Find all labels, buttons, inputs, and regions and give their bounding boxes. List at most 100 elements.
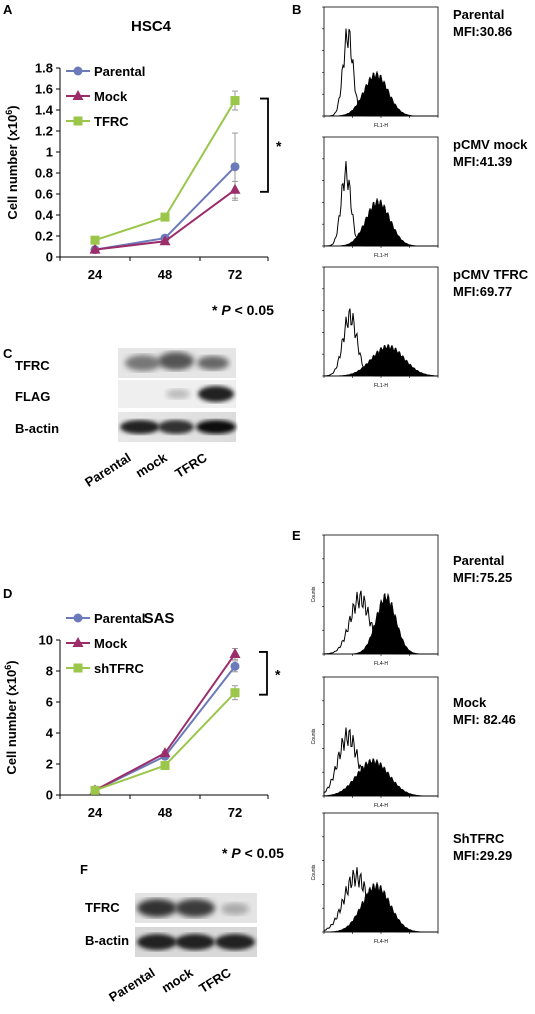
- histogram-y-label: Counts: [311, 586, 317, 602]
- data-point: [230, 688, 240, 698]
- data-point: [89, 243, 101, 254]
- blot-c-lane-label: mock: [133, 449, 170, 480]
- histogram-x-label: FL1-H: [374, 253, 388, 259]
- blot-band: [158, 420, 194, 434]
- y-tick-label: 8: [46, 664, 53, 679]
- y-tick-label: 1.6: [35, 82, 53, 97]
- data-point: [90, 235, 100, 245]
- blot-band: [120, 420, 160, 434]
- blot-c-row-label: B-actin: [15, 421, 60, 436]
- blot-band: [198, 386, 234, 402]
- data-point: [159, 747, 171, 758]
- panel-letter-a: A: [3, 2, 13, 17]
- flow-histogram: FL1-H: [322, 6, 439, 129]
- y-tick-label: 10: [39, 633, 53, 648]
- blot-f-lane-label: TFRC: [196, 965, 234, 996]
- flow-histograms-e: FL4-H Counts Parental MFI:75.25 FL4-H Counts…: [300, 530, 535, 970]
- flow-histogram: FL4-H Counts: [311, 676, 439, 809]
- legend-marker: [73, 116, 83, 126]
- histogram-y-label: Counts: [311, 864, 317, 880]
- legend-label: TFRC: [94, 114, 129, 129]
- legend-marker: [73, 66, 83, 76]
- legend-label: Parental: [94, 64, 145, 79]
- blot-band: [158, 352, 194, 370]
- data-point: [90, 785, 100, 795]
- y-tick-label: 0: [46, 788, 53, 803]
- legend-label: shTFRC: [94, 661, 144, 676]
- panel-letter-c: C: [3, 346, 13, 361]
- stained-histogram: [323, 757, 438, 797]
- significance-bracket: [259, 651, 268, 696]
- panel-letter-e: E: [292, 528, 301, 543]
- flow-histogram: FL4-H Counts: [311, 812, 439, 945]
- data-point: [160, 761, 170, 771]
- x-tick-label: 72: [228, 267, 242, 282]
- blot-f-lane-labels: Parental mock TFRC: [106, 965, 234, 1005]
- y-axis-title: Cell number (x106): [3, 660, 19, 774]
- p-value-note-d: * P < 0.05: [222, 845, 284, 861]
- histogram-x-label: FL4-H: [374, 803, 388, 809]
- x-tick-label: 72: [228, 805, 242, 820]
- legend-marker: [73, 613, 83, 623]
- data-point: [230, 162, 240, 172]
- stained-histogram: [324, 592, 438, 655]
- blot-band: [221, 903, 249, 915]
- data-point: [160, 212, 170, 222]
- mfi-label: Parental MFI:75.25: [453, 553, 513, 585]
- data-point: [159, 235, 171, 246]
- x-tick-label: 48: [158, 805, 172, 820]
- blot-c-row-label: FLAG: [15, 389, 51, 404]
- legend-marker: [73, 663, 83, 673]
- histogram-frame: [323, 812, 439, 933]
- significance-bracket: [260, 97, 269, 193]
- y-tick-label: 6: [46, 695, 53, 710]
- series-line-shtfrc: [94, 692, 236, 792]
- legend-marker: [72, 637, 84, 647]
- mfi-label: ShTFRC MFI:29.29: [453, 831, 513, 863]
- histogram-y-label: Counts: [311, 728, 317, 744]
- blot-band: [215, 934, 255, 950]
- blot-band: [175, 934, 215, 950]
- y-tick-label: 0.4: [35, 208, 54, 223]
- blot-f-lane-label: Parental: [106, 965, 157, 1005]
- data-point: [230, 661, 240, 671]
- data-point: [229, 183, 241, 194]
- y-tick-label: 0.6: [35, 187, 53, 202]
- panel-letter-d: D: [3, 586, 13, 601]
- y-tick-label: 0.2: [35, 229, 53, 244]
- y-tick-label: 2: [46, 757, 53, 772]
- legend-label: Parental: [94, 611, 145, 626]
- x-tick-label: 24: [88, 805, 103, 820]
- significance-star: *: [276, 138, 282, 154]
- hsc4-growth-chart: HSC4 0 0.2 0.4 0.6 0.8 1 1.2 1.4 1.6 1.8 24 48 72 Cell…: [4, 18, 282, 282]
- panel-letter-f: F: [80, 862, 88, 877]
- y-tick-label: 1.4: [35, 103, 54, 118]
- histogram-x-label: FL4-H: [374, 661, 388, 667]
- chart-title: SAS: [144, 610, 175, 627]
- legend-label: Mock: [94, 89, 128, 104]
- mfi-label: pCMV TFRC MFI:69.77: [453, 267, 529, 299]
- blot-band: [175, 899, 215, 917]
- flow-histograms-b: FL1-H Parental MFI:30.86 FL1-H pCMV mock MF…: [300, 0, 535, 410]
- blot-band: [137, 899, 177, 917]
- blot-f-row-label: TFRC: [85, 900, 120, 915]
- stained-histogram: [324, 197, 438, 247]
- blot-f-row-label: B-actin: [85, 933, 130, 948]
- data-point: [229, 647, 241, 658]
- y-tick-label: 4: [46, 726, 54, 741]
- y-tick-label: 1.2: [35, 124, 53, 139]
- y-axis-title: Cell number (x106): [4, 105, 20, 219]
- histogram-x-label: FL4-H: [374, 939, 388, 945]
- blot-c-lane-labels: Parental mock TFRC: [82, 449, 210, 489]
- western-blot-f: [135, 893, 257, 957]
- data-point: [230, 96, 240, 106]
- significance-star: *: [275, 666, 281, 682]
- legend-label: Mock: [94, 636, 128, 651]
- x-tick-label: 24: [88, 267, 103, 282]
- flow-histogram: FL4-H Counts: [311, 534, 439, 667]
- y-tick-label: 0: [46, 250, 53, 265]
- p-value-note-a: * P < 0.05: [212, 302, 274, 318]
- stained-histogram: [324, 70, 438, 117]
- western-blot-c: [118, 348, 236, 442]
